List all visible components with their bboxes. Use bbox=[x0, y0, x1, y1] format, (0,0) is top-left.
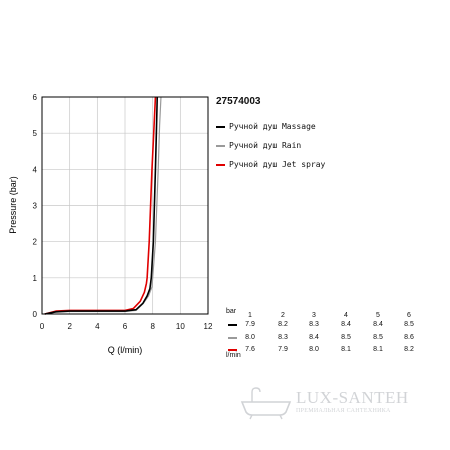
table-column-header: 4 bbox=[344, 312, 348, 319]
table-column-header: 2 bbox=[281, 312, 285, 319]
table-cell: 7.9 bbox=[245, 321, 255, 328]
x-tick-label: 2 bbox=[67, 322, 72, 331]
table-cell: 8.1 bbox=[373, 346, 383, 353]
x-tick-label: 12 bbox=[204, 322, 213, 331]
y-tick-label: 4 bbox=[33, 165, 38, 174]
table-cell: 8.5 bbox=[341, 334, 351, 341]
table-cell: 8.6 bbox=[404, 334, 414, 341]
legend-swatch bbox=[216, 164, 225, 166]
table-row-swatch bbox=[228, 324, 237, 326]
x-tick-label: 0 bbox=[40, 322, 45, 331]
legend-label: Ручной душ Jet spray bbox=[229, 160, 326, 169]
y-tick-label: 0 bbox=[33, 310, 38, 319]
x-tick-label: 10 bbox=[176, 322, 185, 331]
table-unit-label: l/min bbox=[226, 352, 241, 359]
x-axis-label: Q (l/min) bbox=[108, 345, 143, 355]
table-column-header: 5 bbox=[376, 312, 380, 319]
series-line-1 bbox=[44, 96, 159, 315]
table-cell: 8.2 bbox=[404, 346, 414, 353]
x-tick-label: 6 bbox=[123, 322, 128, 331]
table-cell: 8.0 bbox=[309, 346, 319, 353]
y-tick-label: 6 bbox=[33, 93, 38, 102]
watermark-subtext: ПРЕМИАЛЬНАЯ САНТЕХНИКА bbox=[296, 408, 391, 414]
y-tick-label: 2 bbox=[33, 238, 38, 247]
watermark: LUX-SANTEH ПРЕМИАЛЬНАЯ САНТЕХНИКА bbox=[238, 384, 438, 424]
y-tick-label: 5 bbox=[33, 129, 38, 138]
table-cell: 7.6 bbox=[245, 346, 255, 353]
table-cell: 8.3 bbox=[309, 321, 319, 328]
product-code: 27574003 bbox=[216, 96, 261, 107]
legend-label: Ручной душ Rain bbox=[229, 141, 302, 150]
table-cell: 8.0 bbox=[245, 334, 255, 341]
table-row-swatch bbox=[228, 337, 237, 339]
y-tick-label: 3 bbox=[33, 202, 38, 211]
table-row-swatch bbox=[228, 349, 237, 351]
legend-swatch bbox=[216, 145, 225, 147]
bathtub-icon bbox=[240, 387, 292, 420]
chart-grid bbox=[41, 96, 209, 315]
plot-frame bbox=[41, 96, 209, 315]
table-cell: 8.4 bbox=[309, 334, 319, 341]
table-cell: 7.9 bbox=[278, 346, 288, 353]
chart-series bbox=[44, 96, 162, 315]
legend-label: Ручной душ Massage bbox=[229, 122, 316, 131]
table-cell: 8.3 bbox=[278, 334, 288, 341]
table-cell: 8.4 bbox=[341, 321, 351, 328]
x-tick-label: 8 bbox=[150, 322, 155, 331]
table-column-header: 3 bbox=[312, 312, 316, 319]
table-header-label: bar bbox=[226, 308, 237, 315]
legend-swatch bbox=[216, 126, 225, 128]
table-cell: 8.4 bbox=[373, 321, 383, 328]
table-cell: 8.2 bbox=[278, 321, 288, 328]
chart-axes bbox=[41, 96, 209, 315]
watermark-text: LUX-SANTEH bbox=[296, 388, 409, 407]
x-tick-label: 4 bbox=[95, 322, 100, 331]
table-column-header: 6 bbox=[407, 312, 411, 319]
table-cell: 8.5 bbox=[373, 334, 383, 341]
table-cell: 8.1 bbox=[341, 346, 351, 353]
y-axis-label: Pressure (bar) bbox=[8, 176, 18, 234]
table-cell: 8.5 bbox=[404, 321, 414, 328]
table-column-header: 1 bbox=[248, 312, 252, 319]
y-tick-label: 1 bbox=[33, 274, 38, 283]
